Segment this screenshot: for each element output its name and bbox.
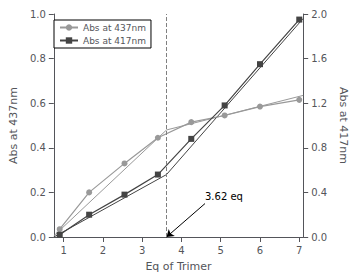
svg-text:1.0: 1.0 [30, 9, 46, 20]
svg-text:2.0: 2.0 [311, 9, 327, 20]
svg-text:Abs at 417nm: Abs at 417nm [83, 36, 146, 46]
svg-text:Abs at 437nm: Abs at 437nm [7, 87, 20, 164]
svg-text:0.0: 0.0 [30, 232, 46, 243]
svg-text:0.6: 0.6 [30, 98, 46, 109]
svg-text:4: 4 [178, 245, 184, 256]
svg-text:0.2: 0.2 [30, 187, 46, 198]
svg-text:0.8: 0.8 [30, 53, 46, 64]
svg-text:7: 7 [296, 245, 302, 256]
svg-text:1.2: 1.2 [311, 98, 327, 109]
svg-text:Abs at 417nm: Abs at 417nm [337, 87, 350, 164]
svg-text:3: 3 [139, 245, 145, 256]
svg-text:Eq of Trimer: Eq of Trimer [145, 260, 212, 273]
svg-text:5: 5 [218, 245, 224, 256]
svg-text:6: 6 [257, 245, 263, 256]
svg-text:0.0: 0.0 [311, 232, 327, 243]
svg-text:0.4: 0.4 [311, 187, 327, 198]
svg-text:1.6: 1.6 [311, 53, 327, 64]
svg-text:3.62 eq: 3.62 eq [205, 191, 243, 202]
svg-text:1: 1 [60, 245, 66, 256]
svg-text:0.8: 0.8 [311, 142, 327, 153]
svg-text:Abs at 437nm: Abs at 437nm [83, 23, 146, 33]
svg-text:0.4: 0.4 [30, 142, 46, 153]
svg-text:2: 2 [100, 245, 106, 256]
